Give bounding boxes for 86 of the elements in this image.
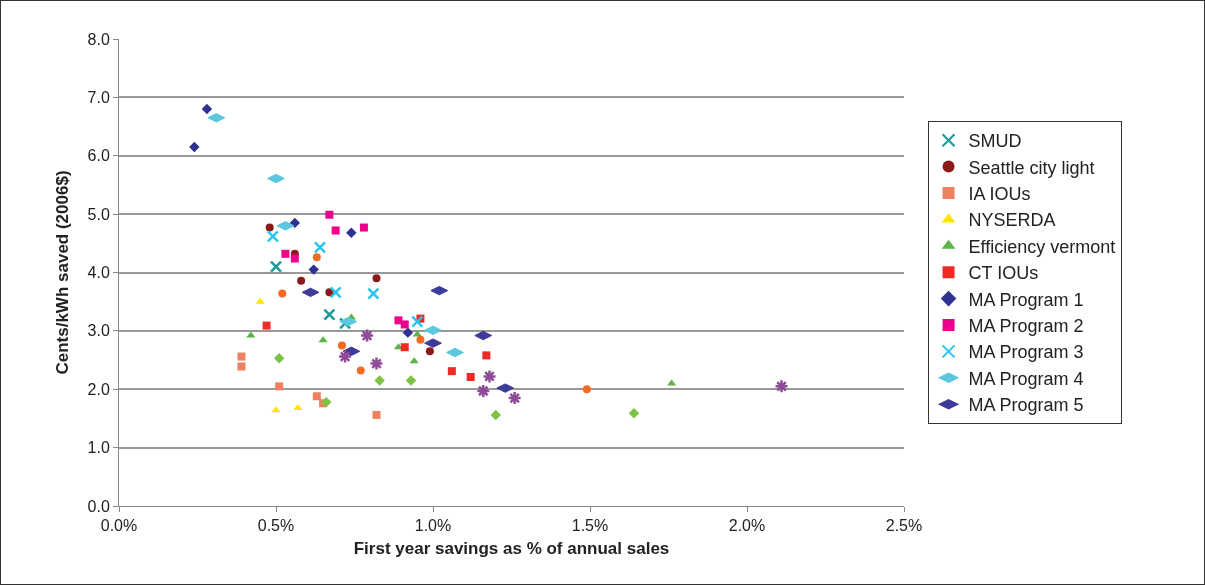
- point: [329, 286, 342, 299]
- point: [262, 321, 271, 330]
- legend-label: IA IOUs: [968, 184, 1031, 205]
- point: [482, 351, 491, 360]
- point: [628, 407, 640, 419]
- y-tick-label: 5.0: [87, 205, 110, 223]
- x-tick-label: 1.0%: [414, 517, 452, 535]
- legend-label: Efficiency vermont: [968, 236, 1116, 257]
- y-tick-label: 2.0: [87, 380, 110, 398]
- point: [367, 287, 380, 300]
- point: [237, 362, 246, 371]
- point: [359, 328, 375, 343]
- point: [265, 223, 274, 232]
- point: [475, 383, 491, 399]
- point: [337, 341, 346, 350]
- point: [273, 353, 285, 364]
- point: [356, 366, 365, 375]
- point: [337, 349, 353, 364]
- point: [275, 382, 284, 391]
- point: [447, 367, 456, 376]
- point: [369, 356, 384, 371]
- legend-label: NYSERDA: [968, 210, 1056, 231]
- point: [289, 217, 301, 229]
- y-tick-label: 8.0: [87, 30, 110, 48]
- point: [372, 410, 381, 419]
- point: [237, 352, 246, 361]
- point: [482, 369, 497, 384]
- legend-label: MA Program 3: [968, 342, 1084, 363]
- point: [189, 141, 200, 153]
- x-axis-title: First year savings as % of annual sales: [353, 538, 670, 558]
- point: [425, 347, 434, 356]
- point: [359, 223, 368, 232]
- y-tick-label: 7.0: [87, 88, 110, 106]
- legend-label: MA Program 2: [968, 316, 1084, 337]
- point: [201, 103, 213, 115]
- point: [269, 260, 283, 273]
- legend-label: MA Program 5: [968, 395, 1084, 416]
- point: [266, 230, 280, 243]
- point: [582, 385, 591, 394]
- legend-label: MA Program 1: [968, 289, 1084, 310]
- point: [325, 288, 334, 297]
- y-tick-label: 6.0: [87, 147, 110, 165]
- point: [416, 335, 425, 344]
- y-tick-label: 3.0: [87, 322, 110, 340]
- point: [374, 375, 385, 386]
- point: [312, 392, 321, 401]
- legend-label: SMUD: [968, 131, 1022, 152]
- point: [313, 241, 327, 254]
- point: [312, 253, 321, 262]
- point: [372, 274, 381, 283]
- legend-label: Seattle city light: [968, 157, 1095, 178]
- x-tick-label: 0.0%: [100, 517, 138, 535]
- point: [281, 249, 290, 258]
- point: [308, 264, 319, 275]
- point: [255, 297, 265, 304]
- legend-label: MA Program 4: [968, 368, 1084, 389]
- legend-label: CT IOUs: [968, 263, 1039, 284]
- point: [774, 379, 789, 394]
- y-tick-label: 0.0: [87, 497, 110, 515]
- point: [325, 210, 334, 219]
- point: [323, 308, 336, 321]
- y-axis-title: Cents/kWh saved (2006$): [53, 170, 73, 375]
- y-tick-label: 1.0: [87, 439, 110, 457]
- point: [297, 276, 306, 285]
- point: [402, 327, 414, 338]
- x-tick-label: 0.5%: [257, 517, 295, 535]
- point: [321, 396, 332, 408]
- point: [293, 403, 303, 410]
- x-tick-label: 2.5%: [885, 517, 923, 535]
- point: [507, 390, 522, 406]
- point: [400, 343, 409, 352]
- x-tick-label: 1.5%: [571, 517, 609, 535]
- point: [346, 227, 357, 239]
- point: [411, 315, 424, 328]
- point: [466, 372, 475, 381]
- x-tick-label: 2.0%: [728, 517, 766, 535]
- point: [290, 254, 299, 263]
- point: [400, 320, 409, 329]
- point: [338, 317, 352, 330]
- y-tick-label: 4.0: [87, 264, 110, 282]
- point: [394, 316, 403, 325]
- point: [246, 331, 256, 338]
- point: [278, 289, 287, 298]
- point: [490, 409, 501, 421]
- point: [331, 226, 340, 235]
- point: [405, 375, 417, 386]
